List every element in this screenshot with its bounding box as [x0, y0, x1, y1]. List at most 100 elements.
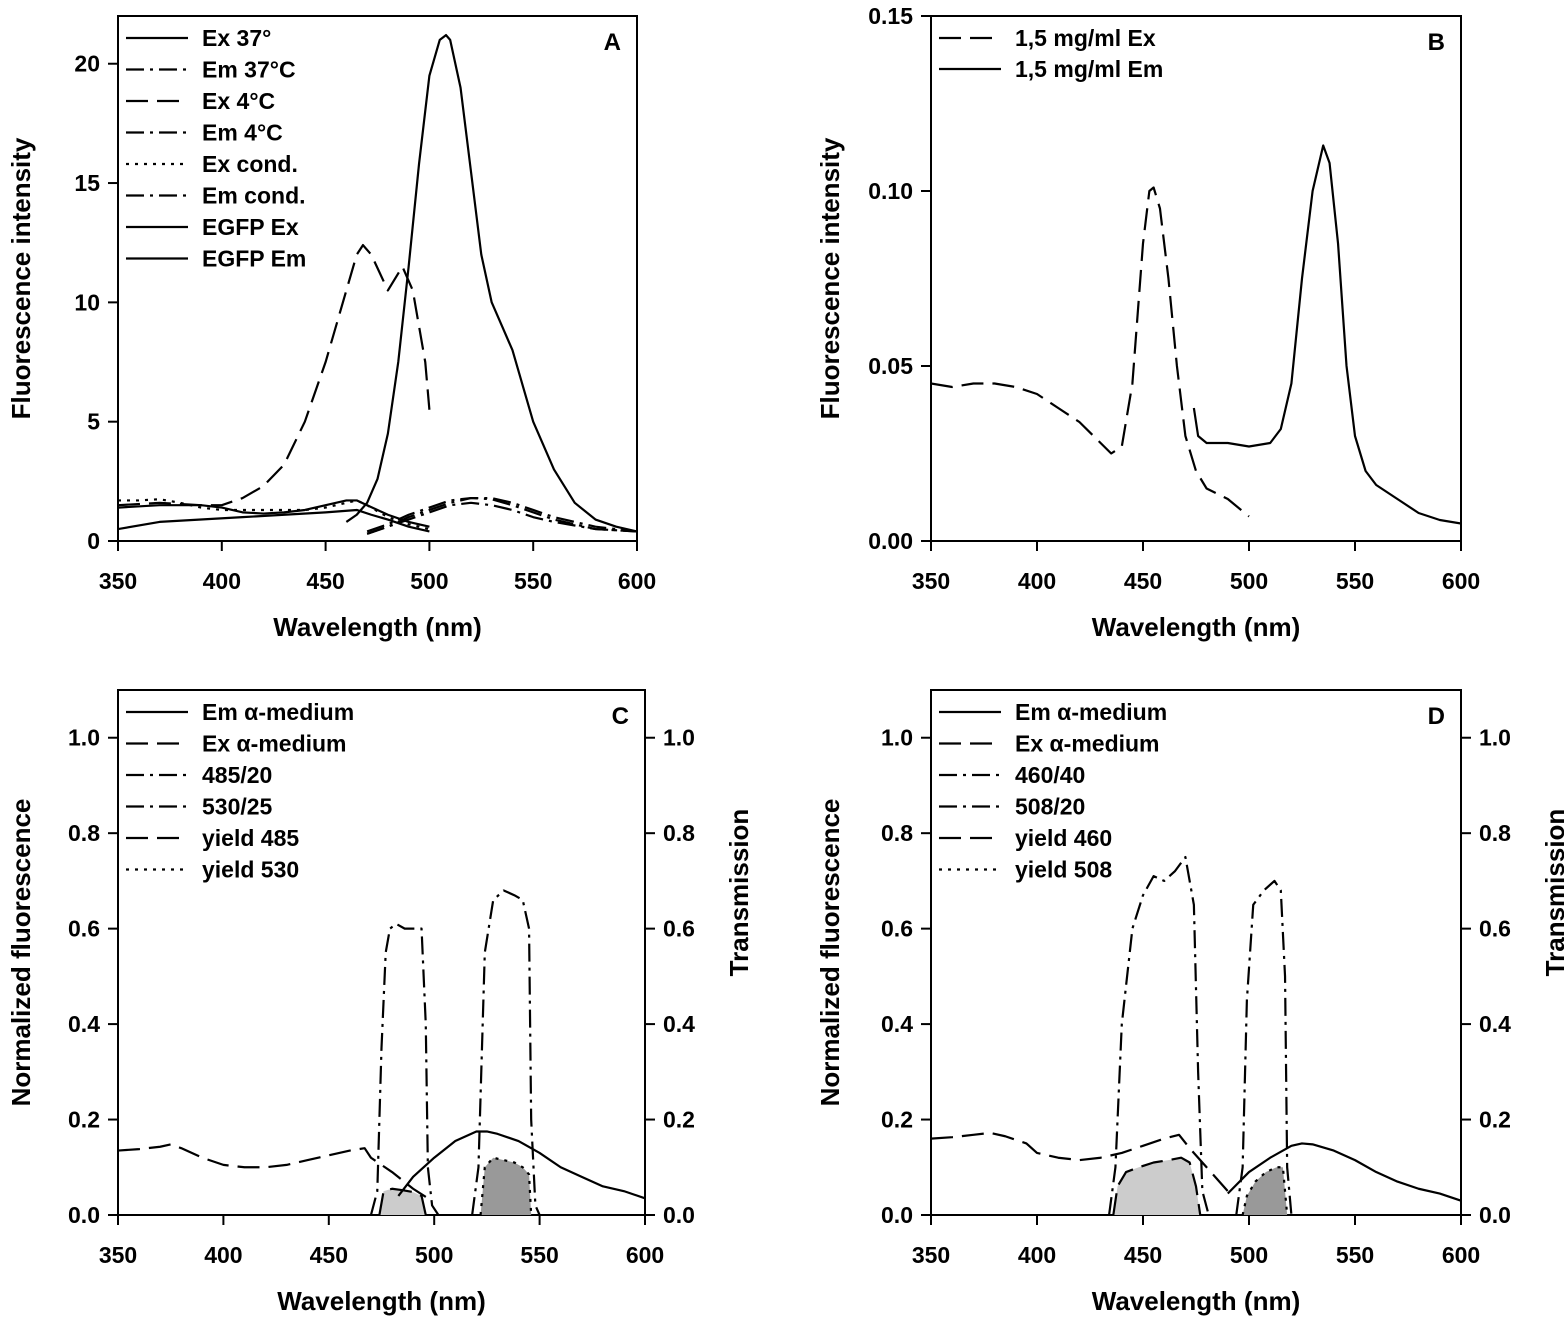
y-tick-label: 0.2: [68, 1107, 100, 1133]
series-line-egfp-ex: [118, 499, 430, 528]
y-axis-title: Normalized fluorescence: [815, 799, 845, 1107]
y-tick-label: 0.8: [68, 820, 100, 846]
legend-label: yield 530: [202, 857, 299, 883]
series-line-1-5-mg-ml-em: [1192, 144, 1461, 525]
series-fill-yield-530: [480, 1157, 532, 1215]
x-tick-label: 600: [1442, 568, 1480, 594]
legend-label: yield 508: [1015, 857, 1112, 883]
series-line-460-40: [1107, 855, 1210, 1215]
series-line-em-alpha-medium: [397, 1130, 645, 1200]
x-tick-label: 450: [306, 568, 344, 594]
series-line-ex-cond: [118, 498, 430, 531]
x-tick-label: 350: [99, 568, 137, 594]
panel-d: 350 400 450 500 550 600 0.0 0.0 0.2 0.2 0.4 0.4 0.6 0…: [815, 689, 1564, 1316]
legend-label: 508/20: [1015, 794, 1085, 820]
x-axis-title: Wavelength (nm): [1092, 612, 1300, 642]
y2-tick-label: 0.8: [663, 820, 695, 846]
series-line-em-alpha-medium: [1227, 1142, 1461, 1202]
x-tick-label: 550: [520, 1242, 558, 1268]
series-group: [931, 144, 1461, 525]
y2-tick-label: 1.0: [1479, 725, 1511, 751]
y-tick-label: 0.10: [868, 178, 913, 204]
x-tick-label: 450: [310, 1242, 348, 1268]
legend-label: Em α-medium: [1015, 699, 1167, 725]
series-fill-yield-485: [379, 1188, 426, 1215]
plot-frame: [930, 689, 1462, 1216]
panel-a: 350 400 450 500 550 600 0 5 10 15 20 Wavelength (nm…: [6, 15, 656, 642]
y2-axis-title: Transmission: [724, 809, 754, 977]
y2-tick-label: 0.0: [1479, 1202, 1511, 1228]
legend-label: EGFP Ex: [202, 214, 299, 240]
legend-label: Em 37°C: [202, 57, 296, 83]
x-tick-label: 400: [1018, 1242, 1056, 1268]
series-fill-yield-508: [1242, 1167, 1288, 1215]
x-tick-label: 600: [618, 568, 656, 594]
series-line-em-cond: [366, 496, 637, 533]
x-tick-label: 500: [410, 568, 448, 594]
x-tick-label: 550: [1336, 1242, 1374, 1268]
y-tick-label: 0.0: [881, 1202, 913, 1228]
y-tick-label: 0.6: [881, 916, 913, 942]
y2-tick-label: 0.4: [663, 1011, 695, 1037]
panel-b: 350 400 450 500 550 600 0.00 0.05 0.10 0.15 Wavele…: [815, 3, 1480, 642]
y2-tick-label: 0.6: [663, 916, 695, 942]
y-axis-title: Fluorescence intensity: [6, 137, 36, 419]
y-tick-label: 0.4: [881, 1011, 913, 1037]
y2-tick-label: 1.0: [663, 725, 695, 751]
series-line-ex-4degc: [118, 243, 431, 507]
legend-label: 1,5 mg/ml Ex: [1015, 25, 1156, 51]
series-group: [118, 889, 645, 1215]
series-line-yield-485: [378, 1187, 427, 1215]
y-axis-title: Normalized fluorescence: [6, 799, 36, 1107]
legend-label: Em cond.: [202, 183, 306, 209]
y-axis-title: Fluorescence intensity: [815, 137, 845, 419]
y2-axis-title: Transmission: [1540, 809, 1564, 977]
series-line-ex-alpha-medium: [931, 1131, 1229, 1192]
legend-label: Ex α-medium: [202, 731, 347, 757]
panel-label: D: [1428, 703, 1445, 730]
legend-label: Ex 4°C: [202, 88, 275, 114]
x-tick-label: 550: [1336, 568, 1374, 594]
legend-label: Em α-medium: [202, 699, 354, 725]
series-line-1-5-mg-ml-ex: [931, 186, 1250, 518]
x-tick-label: 450: [1124, 1242, 1162, 1268]
series-line-ex-37deg: [118, 508, 430, 533]
y-tick-label: 0: [87, 528, 100, 554]
series-group: [931, 855, 1461, 1215]
y2-tick-label: 0.4: [1479, 1011, 1511, 1037]
x-tick-label: 450: [1124, 568, 1162, 594]
panel-label: C: [612, 703, 629, 730]
x-tick-label: 400: [1018, 568, 1056, 594]
y-tick-label: 0.2: [881, 1107, 913, 1133]
legend-label: Em 4°C: [202, 120, 283, 146]
x-axis-title: Wavelength (nm): [277, 1286, 485, 1316]
plot-frame: [117, 689, 646, 1216]
x-tick-label: 600: [1442, 1242, 1480, 1268]
y-tick-label: 1.0: [68, 725, 100, 751]
series-line-530-25: [471, 889, 541, 1215]
y-tick-label: 0.00: [868, 528, 913, 554]
plot-frame: [117, 15, 638, 542]
x-tick-label: 350: [912, 1242, 950, 1268]
legend-label: yield 485: [202, 825, 299, 851]
x-tick-label: 600: [626, 1242, 664, 1268]
y-tick-label: 0.0: [68, 1202, 100, 1228]
panel-label: A: [604, 29, 621, 56]
x-tick-label: 400: [203, 568, 241, 594]
x-tick-label: 350: [99, 1242, 137, 1268]
x-tick-label: 500: [1230, 1242, 1268, 1268]
y-tick-label: 0.15: [868, 3, 913, 29]
series-line-yield-530: [479, 1156, 533, 1215]
legend-label: Ex cond.: [202, 151, 298, 177]
series-line-485-20: [369, 922, 440, 1215]
y-tick-label: 0.6: [68, 916, 100, 942]
y-tick-label: 0.8: [881, 820, 913, 846]
legend-label: Ex 37°: [202, 25, 271, 51]
x-axis-title: Wavelength (nm): [273, 612, 481, 642]
legend-label: 485/20: [202, 762, 272, 788]
series-fill-yield-460: [1113, 1157, 1201, 1215]
series-line-egfp-em: [345, 33, 637, 533]
y-tick-label: 15: [74, 170, 100, 196]
y2-tick-label: 0.2: [1479, 1107, 1511, 1133]
